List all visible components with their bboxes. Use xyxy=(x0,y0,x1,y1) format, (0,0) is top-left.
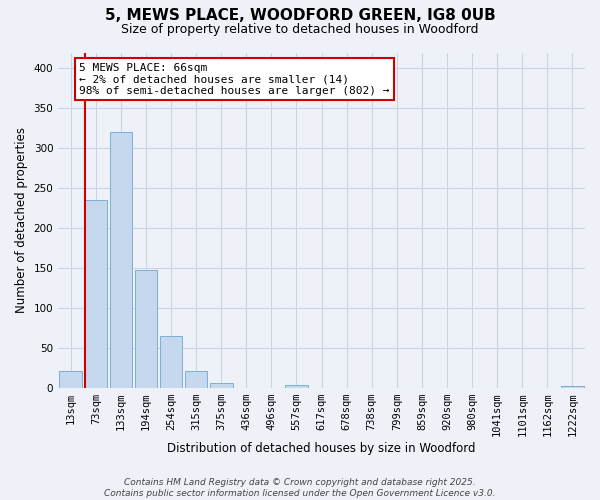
Bar xyxy=(561,386,584,388)
Bar xyxy=(285,386,308,388)
Bar xyxy=(160,336,182,388)
Bar xyxy=(210,383,233,388)
X-axis label: Distribution of detached houses by size in Woodford: Distribution of detached houses by size … xyxy=(167,442,476,455)
Bar xyxy=(134,270,157,388)
Y-axis label: Number of detached properties: Number of detached properties xyxy=(15,127,28,313)
Bar xyxy=(85,200,107,388)
Bar xyxy=(110,132,132,388)
Bar xyxy=(59,371,82,388)
Text: Contains HM Land Registry data © Crown copyright and database right 2025.
Contai: Contains HM Land Registry data © Crown c… xyxy=(104,478,496,498)
Bar xyxy=(185,371,208,388)
Text: 5 MEWS PLACE: 66sqm
← 2% of detached houses are smaller (14)
98% of semi-detache: 5 MEWS PLACE: 66sqm ← 2% of detached hou… xyxy=(79,62,390,96)
Text: Size of property relative to detached houses in Woodford: Size of property relative to detached ho… xyxy=(121,22,479,36)
Text: 5, MEWS PLACE, WOODFORD GREEN, IG8 0UB: 5, MEWS PLACE, WOODFORD GREEN, IG8 0UB xyxy=(104,8,496,22)
